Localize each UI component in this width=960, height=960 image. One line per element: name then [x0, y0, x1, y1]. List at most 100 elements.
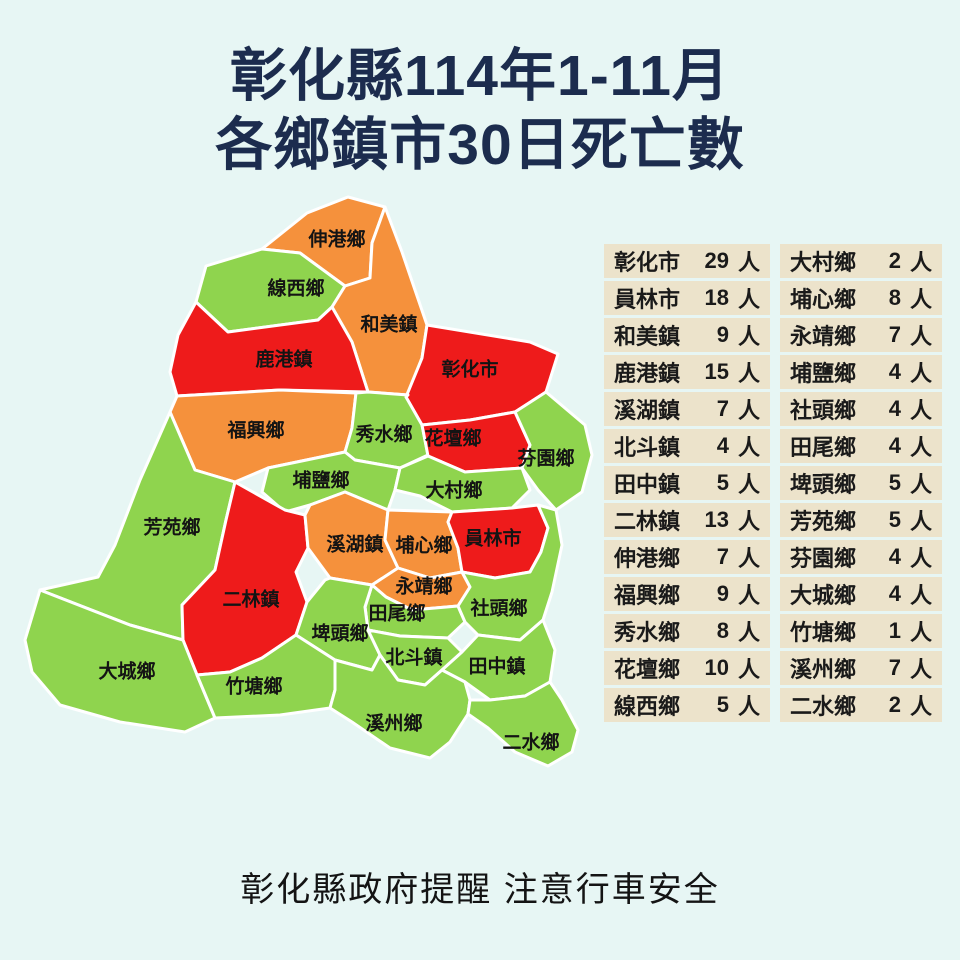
table-row: 二林鎮 13 人 — [604, 503, 770, 537]
map-region-label-yuanlin: 員林市 — [464, 527, 521, 550]
table-row: 埔鹽鄉 4 人 — [780, 355, 942, 389]
township-name: 北斗鎮 — [614, 435, 681, 460]
township-name: 田尾鄉 — [790, 435, 857, 460]
unit-label: 人 — [909, 472, 932, 497]
table-row: 永靖鄉 7 人 — [780, 318, 942, 352]
unit-label: 人 — [909, 509, 932, 534]
death-count: 2 — [888, 248, 901, 273]
map-region-label-puxin: 埔心鄉 — [395, 534, 452, 557]
map-region-label-tianwei: 田尾鄉 — [368, 602, 425, 625]
unit-label: 人 — [909, 435, 932, 460]
title-line-1: 彰化縣114年1-11月 — [230, 44, 730, 108]
title-line-2: 各鄉鎮市30日死亡數 — [215, 113, 745, 177]
table-row: 二水鄉 2 人 — [780, 688, 942, 722]
township-name: 鹿港鎮 — [614, 361, 681, 386]
map-region-dacun — [393, 454, 532, 514]
death-count: 8 — [716, 618, 729, 643]
table-row: 鹿港鎮 15 人 — [604, 355, 770, 389]
unit-label: 人 — [909, 694, 932, 719]
township-name: 芬園鄉 — [790, 546, 857, 571]
table-row: 北斗鎮 4 人 — [604, 429, 770, 463]
map-region-label-lukang: 鹿港鎮 — [255, 348, 312, 371]
unit-label: 人 — [737, 472, 760, 497]
table-row: 線西鄉 5 人 — [604, 688, 770, 722]
table-row: 和美鎮 9 人 — [604, 318, 770, 352]
table-row: 埤頭鄉 5 人 — [780, 466, 942, 500]
death-count: 5 — [716, 692, 729, 717]
township-name: 伸港鄉 — [614, 546, 681, 571]
township-name: 永靖鄉 — [790, 324, 857, 349]
unit-label: 人 — [737, 620, 760, 645]
unit-label: 人 — [909, 361, 932, 386]
table-row: 彰化市 29 人 — [604, 244, 770, 278]
map-region-label-fangyuan: 芳苑鄉 — [143, 516, 200, 539]
map-region-label-huatan: 花壇鄉 — [424, 427, 481, 450]
death-count: 5 — [716, 470, 729, 495]
township-name: 埔鹽鄉 — [790, 361, 857, 386]
township-name: 芳苑鄉 — [790, 509, 857, 534]
table-row: 田尾鄉 4 人 — [780, 429, 942, 463]
map-region-label-pitou: 埤頭鄉 — [311, 622, 368, 645]
map-region-label-fuxing: 福興鄉 — [226, 419, 284, 442]
township-name: 溪湖鎮 — [614, 398, 681, 423]
unit-label: 人 — [909, 398, 932, 423]
death-count: 4 — [888, 581, 901, 606]
map-region-label-fenyuan: 芬園鄉 — [516, 447, 574, 470]
township-name: 大村鄉 — [790, 250, 857, 275]
unit-label: 人 — [737, 250, 760, 275]
unit-label: 人 — [737, 361, 760, 386]
table-row: 伸港鄉 7 人 — [604, 540, 770, 574]
page-title: 彰化縣114年1-11月 各鄉鎮市30日死亡數 — [0, 42, 960, 180]
table-row: 大村鄉 2 人 — [780, 244, 942, 278]
map-region-label-xihu: 溪湖鎮 — [326, 533, 383, 556]
township-name: 社頭鄉 — [790, 398, 857, 423]
map-region-label-hemei: 和美鎮 — [360, 313, 417, 336]
unit-label: 人 — [909, 250, 932, 275]
death-count: 10 — [704, 655, 729, 680]
township-name: 線西鄉 — [614, 694, 681, 719]
death-count: 7 — [716, 396, 729, 421]
unit-label: 人 — [909, 546, 932, 571]
death-count: 8 — [888, 285, 901, 310]
township-name: 埔心鄉 — [790, 287, 857, 312]
unit-label: 人 — [737, 398, 760, 423]
table-row: 福興鄉 9 人 — [604, 577, 770, 611]
table-row: 竹塘鄉 1 人 — [780, 614, 942, 648]
death-count: 2 — [888, 692, 901, 717]
table-row: 埔心鄉 8 人 — [780, 281, 942, 315]
map-region-label-shengang: 伸港鄉 — [307, 228, 365, 251]
death-count: 4 — [888, 396, 901, 421]
table-column-right: 大村鄉 2 人埔心鄉 8 人永靖鄉 7 人埔鹽鄉 4 人社頭鄉 4 人田尾鄉 4 人埤頭鄉 5 人芳苑鄉 5 人… — [780, 244, 942, 722]
map-region-label-xiushui: 秀水鄉 — [354, 423, 412, 446]
death-count: 1 — [888, 618, 901, 643]
township-name: 田中鎮 — [614, 472, 681, 497]
table-row: 溪州鄉 7 人 — [780, 651, 942, 685]
map-region-label-puyan: 埔鹽鄉 — [292, 469, 349, 492]
unit-label: 人 — [737, 324, 760, 349]
township-name: 福興鄉 — [614, 583, 681, 608]
death-count: 18 — [704, 285, 729, 310]
township-name: 大城鄉 — [790, 583, 857, 608]
map-region-label-shetou: 社頭鄉 — [469, 597, 527, 620]
unit-label: 人 — [909, 583, 932, 608]
unit-label: 人 — [909, 657, 932, 682]
death-count: 4 — [888, 359, 901, 384]
map-region-label-ershui: 二水鄉 — [502, 731, 559, 754]
map-region-ershui — [466, 680, 580, 768]
township-name: 竹塘鄉 — [790, 620, 857, 645]
death-count: 15 — [704, 359, 729, 384]
township-name: 溪州鄉 — [790, 657, 857, 682]
death-count: 4 — [888, 433, 901, 458]
township-name: 員林市 — [614, 287, 681, 312]
township-name: 彰化市 — [614, 250, 681, 275]
footer-reminder: 彰化縣政府提醒 注意行車安全 — [240, 871, 720, 909]
unit-label: 人 — [909, 620, 932, 645]
map-region-label-xianxi: 線西鄉 — [267, 277, 324, 300]
map-region-label-dacheng: 大城鄉 — [98, 660, 155, 683]
death-count: 29 — [704, 248, 729, 273]
death-count: 7 — [888, 655, 901, 680]
death-count-table: 彰化市 29 人員林市 18 人和美鎮 9 人鹿港鎮 15 人溪湖鎮 7 人北斗鎮 4 人田中鎮 5 人二林… — [604, 244, 942, 722]
table-column-left: 彰化市 29 人員林市 18 人和美鎮 9 人鹿港鎮 15 人溪湖鎮 7 人北斗鎮 4 人田中鎮 5 人二林… — [604, 244, 770, 722]
table-row: 溪湖鎮 7 人 — [604, 392, 770, 426]
